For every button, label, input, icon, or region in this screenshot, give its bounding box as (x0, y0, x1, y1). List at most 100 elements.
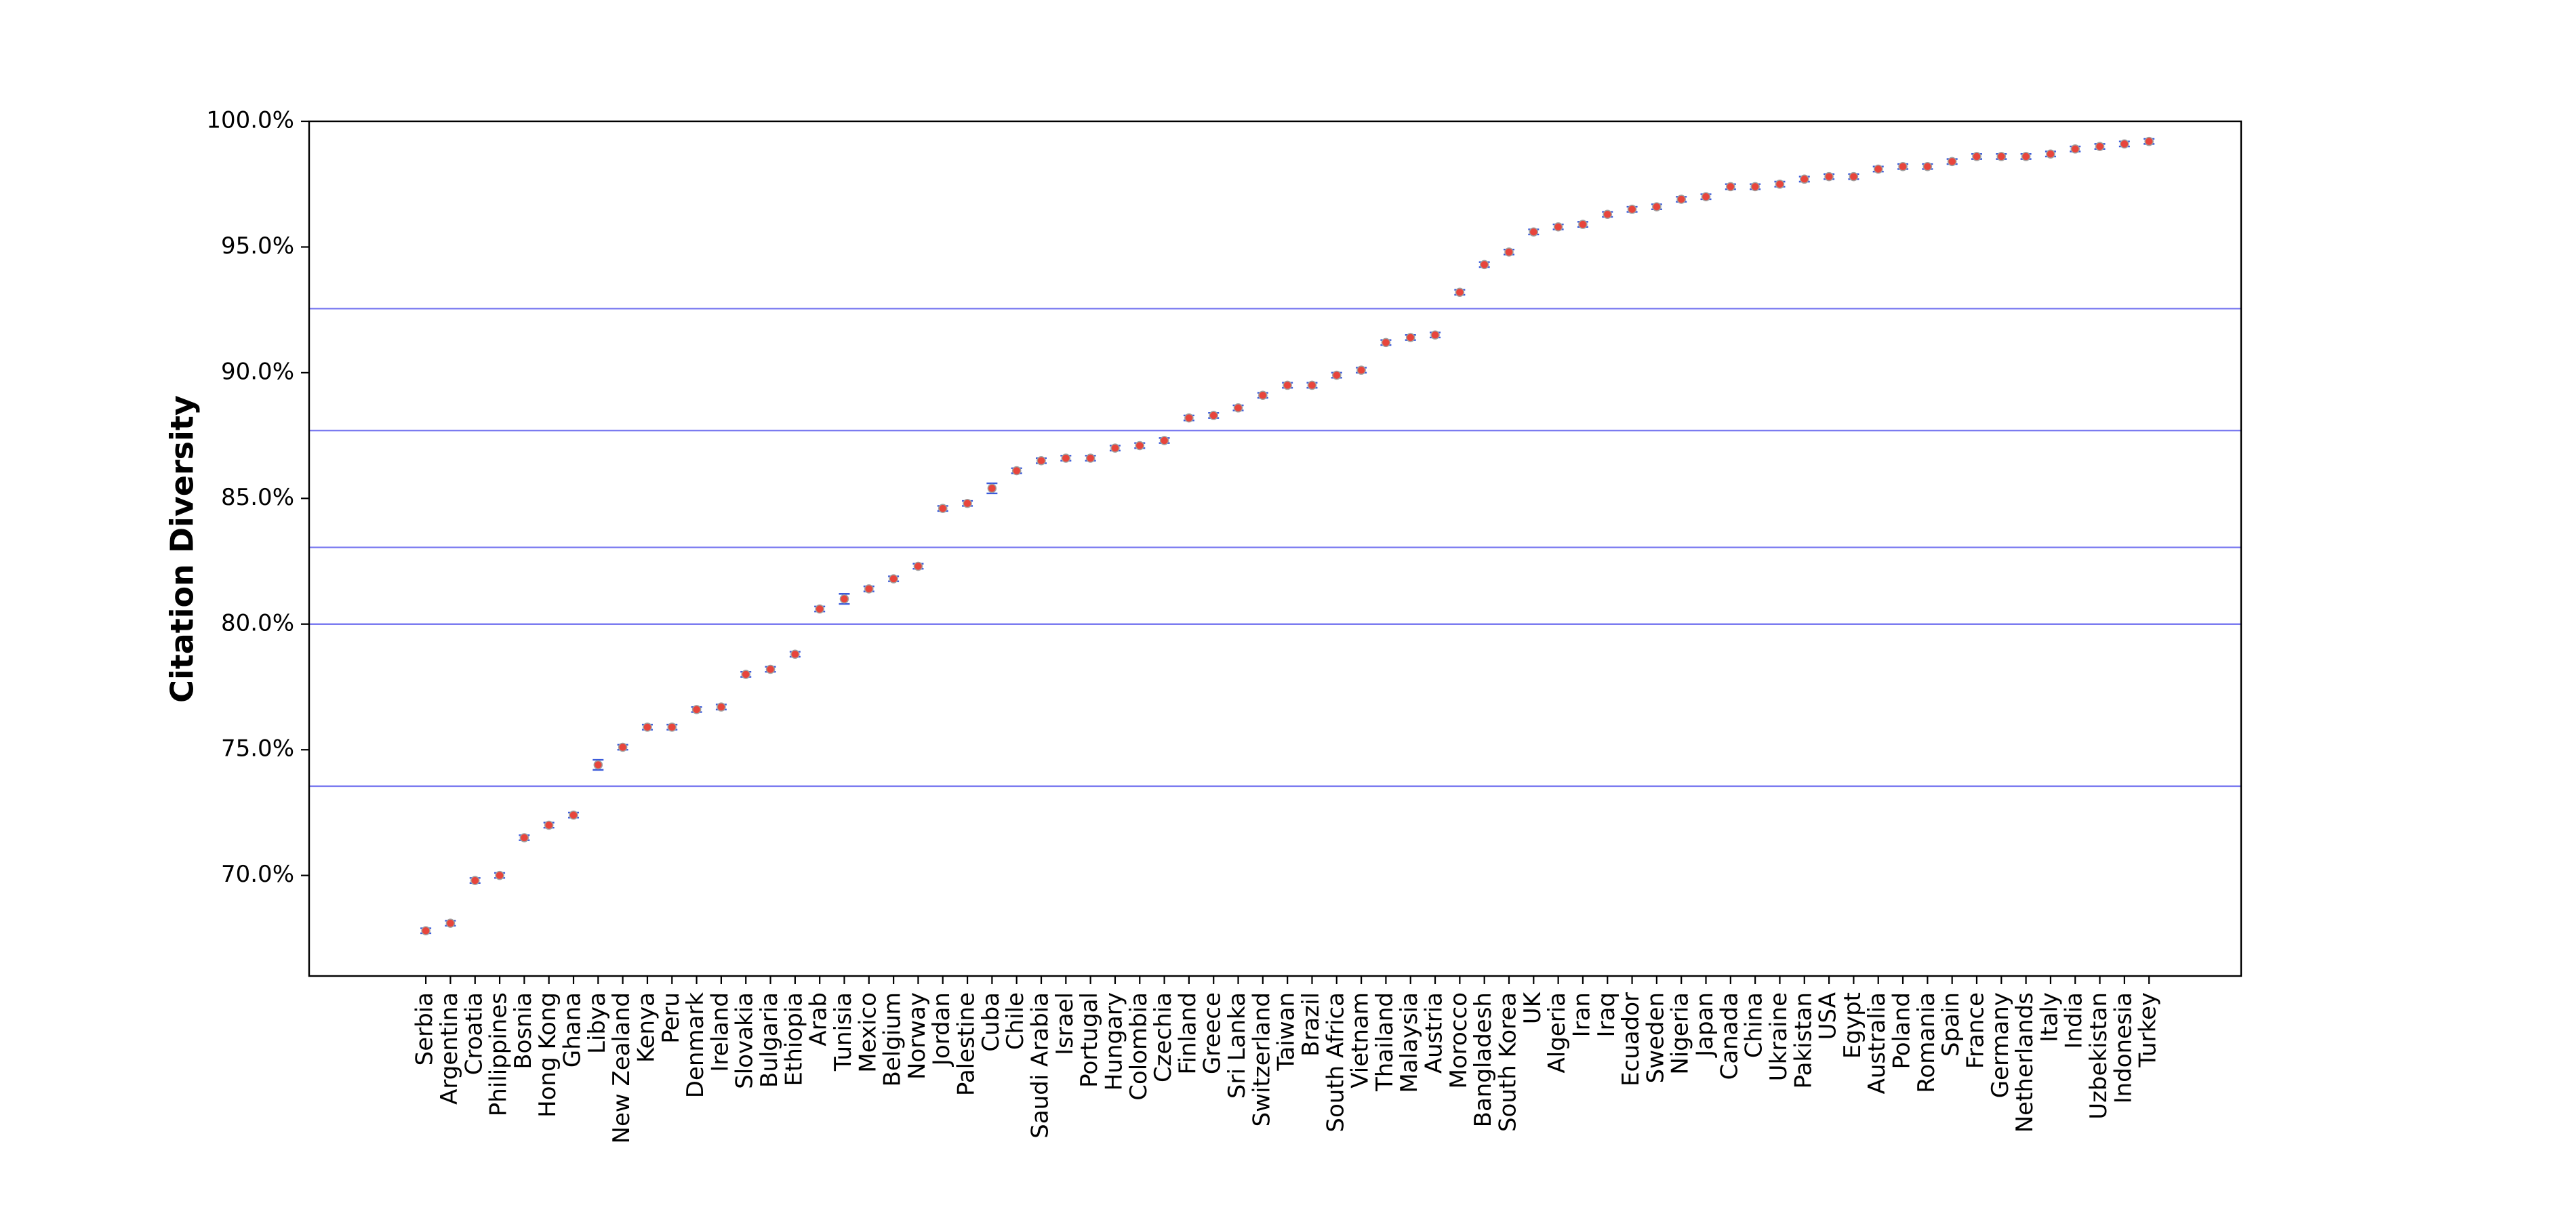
x-tick-label: Slovakia (731, 992, 759, 1089)
point (1726, 182, 1735, 192)
point (938, 504, 948, 513)
point (1800, 174, 1809, 184)
point (1110, 443, 1120, 453)
x-tick-label: Portugal (1076, 992, 1103, 1088)
x-tick-label: Kenya (632, 992, 660, 1063)
point (1405, 333, 1415, 342)
point (1381, 338, 1391, 348)
x-tick-label: China (1741, 992, 1768, 1058)
x-tick-label: Philippines (485, 992, 512, 1116)
point (1479, 260, 1489, 270)
point (1430, 330, 1440, 340)
y-axis-label: Citation Diversity (164, 395, 201, 703)
x-tick-label: Libya (584, 992, 611, 1054)
point (2095, 142, 2105, 151)
point (1307, 380, 1317, 390)
x-tick-label: Serbia (411, 992, 439, 1065)
x-tick-label: Finland (1174, 992, 1201, 1075)
point (1085, 453, 1095, 463)
plot-frame (308, 120, 2242, 977)
x-tick-label: Cuba (978, 992, 1005, 1052)
x-tick-label: Tunisia (830, 992, 857, 1072)
point (618, 742, 628, 752)
point (1849, 171, 1859, 182)
point (1529, 227, 1539, 237)
point (864, 584, 874, 594)
x-tick-label: Croatia (460, 992, 487, 1075)
x-tick-label: Japan (1691, 992, 1718, 1058)
point (717, 702, 726, 712)
point (1135, 441, 1145, 451)
x-tick-label: Italy (2036, 992, 2063, 1042)
point (765, 664, 776, 674)
x-tick-label: Ghana (559, 992, 586, 1068)
point (1775, 179, 1785, 189)
y-tick-label: 80.0% (221, 609, 294, 636)
point (421, 926, 430, 935)
x-tick-label: Palestine (953, 992, 980, 1096)
y-tick-label: 100.0% (206, 107, 294, 134)
x-tick-label: South Africa (1322, 992, 1349, 1133)
point (1159, 436, 1169, 445)
x-tick-label: Colombia (1125, 992, 1152, 1101)
x-tick-label: Austria (1421, 992, 1448, 1074)
point (1652, 202, 1662, 211)
y-tick-label: 75.0% (221, 735, 294, 762)
x-tick-label: Bangladesh (1470, 992, 1497, 1127)
point (790, 649, 800, 659)
point (1947, 157, 1957, 167)
x-tick-label: Switzerland (1248, 992, 1275, 1126)
point (1627, 205, 1637, 214)
point (519, 833, 529, 842)
x-tick-label: Poland (1889, 992, 1916, 1070)
x-tick-label: Argentina (436, 992, 463, 1105)
x-tick-label: Peru (658, 992, 685, 1044)
point (1603, 209, 1613, 219)
x-tick-label: Norway (904, 992, 931, 1080)
point (1011, 466, 1022, 476)
point (1209, 411, 1218, 420)
point (1750, 182, 1760, 192)
x-tick-label: UK (1519, 991, 1546, 1024)
point (963, 498, 972, 508)
point (1332, 370, 1342, 380)
x-tick-label: Turkey (2135, 992, 2162, 1068)
x-tick-label: Ireland (706, 992, 733, 1072)
x-tick-label: Denmark (682, 992, 709, 1099)
point (1701, 192, 1711, 202)
y-tick-label: 95.0% (221, 232, 294, 260)
point (1578, 220, 1588, 229)
y-tick-label: 70.0% (221, 861, 294, 888)
point (569, 810, 578, 820)
point (1504, 247, 1514, 257)
point (2070, 144, 2080, 154)
x-tick-label: Hong Kong (534, 992, 561, 1118)
point (1923, 162, 1933, 171)
x-tick-label: Saudi Arabia (1027, 992, 1054, 1139)
x-tick-label: Hungary (1100, 992, 1127, 1091)
point (470, 876, 480, 885)
x-tick-label: Uzbekistan (2085, 992, 2112, 1120)
point (1676, 195, 1686, 204)
point (1061, 453, 1071, 463)
point (1184, 413, 1194, 423)
point (1455, 287, 1465, 297)
point (1972, 152, 1981, 161)
x-tick-label: India (2061, 992, 2088, 1049)
x-tick-label: Bulgaria (756, 992, 783, 1088)
point (1553, 222, 1563, 232)
x-tick-label: Greece (1199, 992, 1226, 1074)
x-tick-label: Malaysia (1396, 992, 1423, 1093)
x-tick-label: Chile (1002, 992, 1029, 1050)
point (667, 723, 677, 732)
point (1824, 171, 1834, 182)
point (815, 604, 824, 614)
x-tick-label: Taiwan (1273, 992, 1300, 1072)
point (987, 483, 997, 493)
x-tick-label: Canada (1716, 992, 1743, 1080)
x-tick-label: Australia (1864, 992, 1891, 1094)
point (2046, 149, 2055, 159)
point (691, 705, 702, 714)
